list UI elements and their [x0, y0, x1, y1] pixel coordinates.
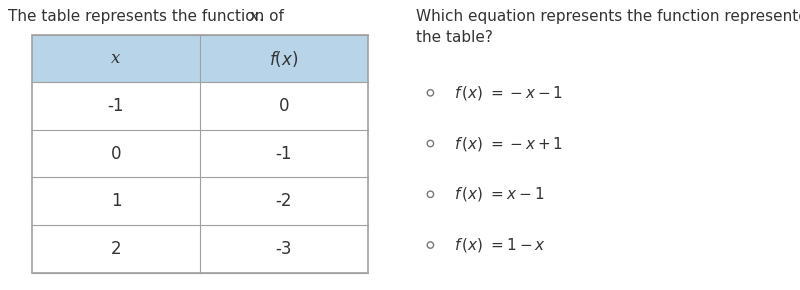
Bar: [32, 82, 368, 130]
Text: $f\,(x)$ $= 1 - x$: $f\,(x)$ $= 1 - x$: [454, 236, 546, 254]
Text: $f\,(x)$ $= -x + 1$: $f\,(x)$ $= -x + 1$: [454, 135, 563, 153]
Bar: [32, 35, 368, 273]
Text: 2: 2: [110, 240, 122, 258]
Bar: [32, 177, 368, 225]
Text: Which equation represents the function represented by
the table?: Which equation represents the function r…: [416, 9, 800, 45]
Bar: [32, 35, 368, 82]
Text: $f\,(x)$ $= -x - 1$: $f\,(x)$ $= -x - 1$: [454, 84, 563, 102]
Text: x: x: [111, 50, 121, 67]
Text: .: .: [258, 9, 263, 24]
Text: -2: -2: [276, 192, 292, 210]
Text: $f(x)$: $f(x)$: [270, 49, 298, 68]
Bar: [32, 130, 368, 177]
Text: $f\,(x)$ $= x - 1$: $f\,(x)$ $= x - 1$: [454, 185, 545, 203]
Text: x: x: [250, 9, 259, 23]
Text: 0: 0: [110, 145, 122, 163]
Bar: [32, 225, 368, 273]
Text: -1: -1: [276, 145, 292, 163]
Text: -1: -1: [108, 97, 124, 115]
Text: 1: 1: [110, 192, 122, 210]
Text: -3: -3: [276, 240, 292, 258]
Text: The table represents the function of: The table represents the function of: [8, 9, 289, 24]
Text: 0: 0: [278, 97, 290, 115]
